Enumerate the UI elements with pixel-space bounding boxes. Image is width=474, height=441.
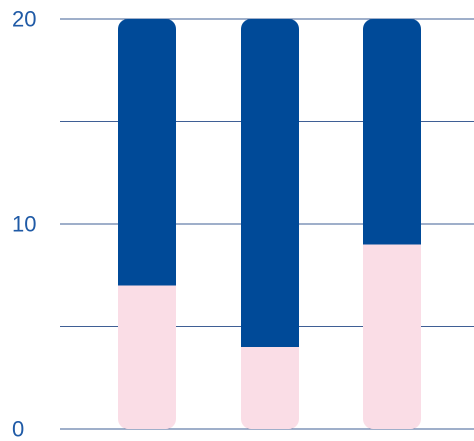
bar-segment-bottom [363,244,421,429]
bar-segment-bottom [241,347,299,429]
bar-segment-top [241,19,299,347]
bar-segment-bottom [118,285,176,429]
bar-stack [241,19,299,429]
y-tick-label: 0 [12,417,24,441]
y-axis-ticks: 0 10 20 [12,7,36,441]
bar-group [118,19,421,429]
y-tick-label: 10 [12,212,36,237]
bar-stack [363,19,421,429]
y-tick-label: 20 [12,7,36,32]
bar-stack [118,19,176,429]
bar-segment-top [118,19,176,286]
bar-segment-top [363,19,421,245]
